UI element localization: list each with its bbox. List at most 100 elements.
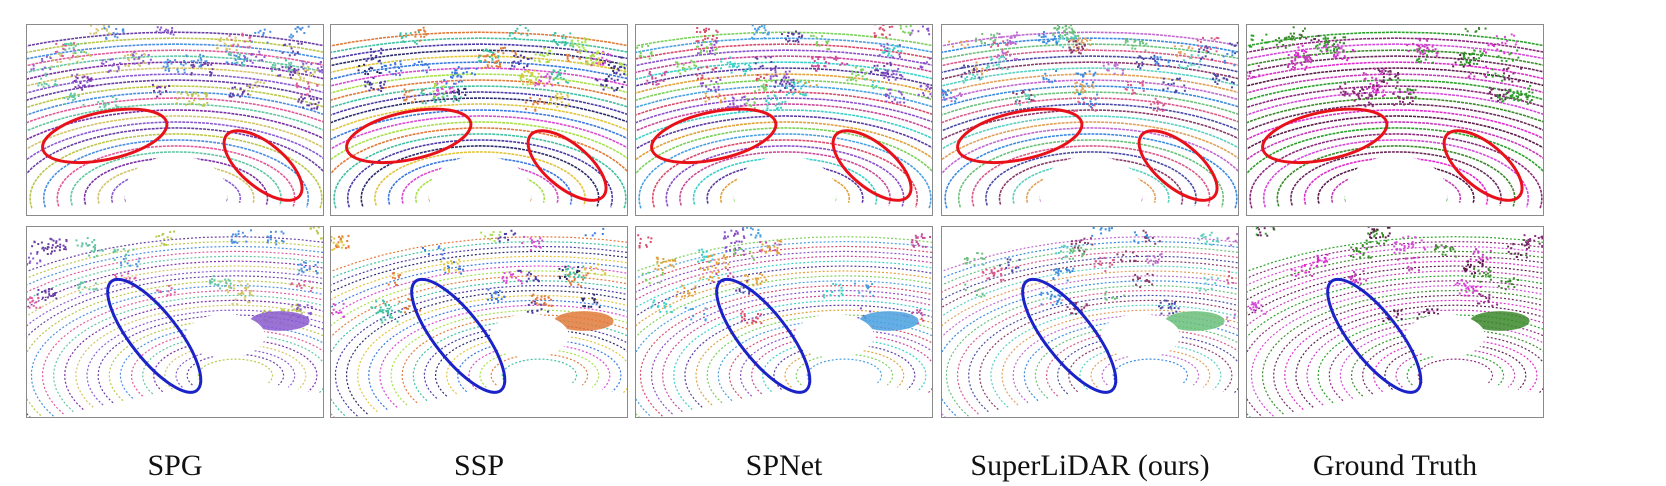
point [176,97,179,100]
point [712,281,715,284]
point [811,64,813,67]
point [413,41,416,44]
point [1196,287,1199,290]
point [383,64,386,67]
point [1083,306,1086,309]
point [501,277,504,280]
point [1057,268,1060,271]
point [1134,39,1137,42]
point [400,69,403,72]
point [882,74,885,77]
point [785,87,788,90]
point [1410,96,1413,99]
point [1081,39,1084,42]
point [1022,91,1025,94]
point [463,87,466,90]
point [1465,59,1468,62]
point [942,96,945,99]
point [56,245,59,247]
point [169,231,172,234]
point [1059,295,1062,298]
point [1373,229,1376,232]
point [1069,248,1072,251]
point [225,47,228,50]
point [484,55,487,58]
point [758,25,761,28]
point [1371,105,1374,108]
point [674,260,677,263]
point [228,95,231,98]
point [337,241,340,244]
point [624,73,627,76]
point [587,38,590,41]
point [703,31,706,34]
point [29,301,32,304]
point [1185,66,1188,69]
point [1083,44,1086,47]
point [1040,303,1043,306]
point [151,83,154,86]
point [670,264,673,267]
point [1215,36,1218,39]
point [1367,227,1370,228]
point [1352,279,1355,282]
point [1022,90,1025,93]
point [1357,281,1360,284]
point [1079,83,1082,86]
point [1459,63,1462,66]
point [209,74,212,77]
point [1407,243,1410,246]
point [1001,55,1004,58]
point [223,42,226,45]
point [290,283,293,286]
point [1204,236,1207,238]
point [1105,290,1108,293]
point [447,268,450,271]
point [992,272,995,275]
point [513,54,516,57]
point [724,266,727,269]
point [1075,312,1078,315]
point [241,290,244,293]
point [1135,283,1138,286]
point [693,64,696,67]
lidar-ring [64,299,323,411]
point [852,78,855,81]
point [59,60,62,63]
point [183,71,186,74]
point [1295,54,1298,57]
point [794,40,797,43]
point [775,75,778,78]
point [922,94,925,97]
point [567,265,570,268]
point [54,246,57,249]
point [1159,253,1162,256]
point [582,274,585,277]
point [304,261,307,264]
point [65,240,68,243]
point [192,93,195,96]
point [893,98,896,101]
point [886,93,889,96]
point [1077,100,1080,103]
point [448,87,451,90]
point [603,61,606,64]
point [952,45,955,48]
point [885,95,888,98]
point [217,38,220,41]
point [36,293,39,296]
point [85,51,88,54]
point [187,94,190,97]
point [1305,65,1308,68]
point [541,239,544,242]
point [1215,46,1218,49]
point [288,35,291,38]
point [340,240,343,243]
point [308,90,311,93]
point [1230,43,1233,46]
point [521,83,524,86]
point [101,27,104,30]
point [1500,287,1503,290]
point [384,304,387,307]
point [1030,93,1033,96]
